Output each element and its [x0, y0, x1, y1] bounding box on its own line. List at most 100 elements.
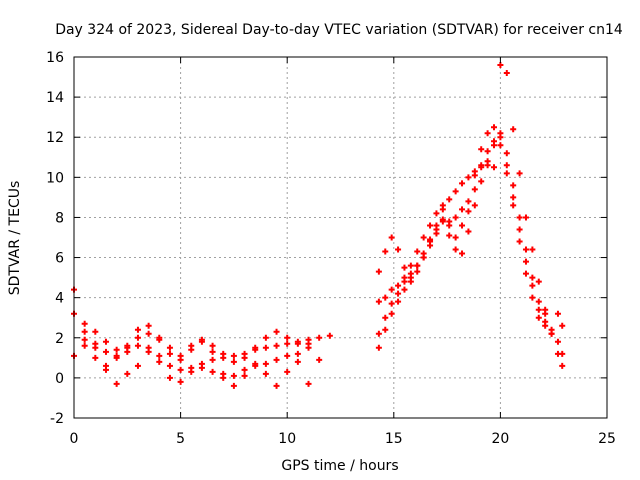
grid-lines [74, 57, 607, 418]
data-point [471, 186, 478, 193]
data-point [188, 368, 195, 375]
data-point [407, 262, 414, 269]
data-point [145, 330, 152, 337]
data-point [478, 146, 485, 153]
data-point [491, 164, 498, 171]
data-point [542, 310, 549, 317]
data-point [427, 222, 434, 229]
data-point [542, 318, 549, 325]
data-point [156, 358, 163, 365]
data-point [316, 334, 323, 341]
data-point [529, 246, 536, 253]
data-point [497, 130, 504, 137]
y-tick-label: 0 [55, 371, 64, 387]
data-point [446, 232, 453, 239]
data-point [134, 362, 141, 369]
data-point [198, 364, 205, 371]
data-point [465, 198, 472, 205]
data-point [375, 344, 382, 351]
data-point [459, 250, 466, 257]
data-point [395, 298, 402, 305]
data-point [484, 148, 491, 155]
x-tick-label: 20 [491, 431, 509, 447]
plot-frame [73, 56, 608, 419]
x-tick-label: 5 [176, 431, 185, 447]
series-pass-d [81, 322, 312, 389]
data-point [459, 180, 466, 187]
data-point [305, 380, 312, 387]
data-point [510, 194, 517, 201]
data-point [284, 368, 291, 375]
data-point [241, 354, 248, 361]
data-point [177, 352, 184, 359]
data-point [388, 310, 395, 317]
data-point [401, 286, 408, 293]
data-point [166, 344, 173, 351]
data-point [503, 150, 510, 157]
data-point [446, 196, 453, 203]
data-point [446, 222, 453, 229]
data-point [491, 142, 498, 149]
data-point [375, 330, 382, 337]
data-point [471, 172, 478, 179]
data-point [510, 182, 517, 189]
y-tick-label: 2 [55, 331, 64, 347]
data-point [401, 264, 408, 271]
series-pass-g [375, 138, 566, 333]
x-tick-label: 10 [278, 431, 296, 447]
data-point [452, 234, 459, 241]
data-point [459, 206, 466, 213]
data-point [134, 342, 141, 349]
data-point [177, 378, 184, 385]
data-point [177, 366, 184, 373]
data-point [145, 322, 152, 329]
data-point [465, 228, 472, 235]
data-point [491, 124, 498, 131]
data-point [535, 278, 542, 285]
data-point [113, 354, 120, 361]
data-point [230, 352, 237, 359]
y-tick-label: 16 [46, 50, 64, 66]
data-point [452, 246, 459, 253]
data-point [294, 340, 301, 347]
data-point [497, 142, 504, 149]
data-point [230, 372, 237, 379]
data-point [316, 356, 323, 363]
data-point [382, 248, 389, 255]
data-point [284, 340, 291, 347]
data-points [71, 62, 566, 389]
data-point [124, 370, 131, 377]
data-point [262, 370, 269, 377]
data-point [414, 268, 421, 275]
data-point [209, 342, 216, 349]
data-point [273, 382, 280, 389]
data-point [484, 130, 491, 137]
x-tick-label: 25 [598, 431, 616, 447]
data-point [395, 246, 402, 253]
data-point [262, 334, 269, 341]
data-point [273, 328, 280, 335]
data-point [559, 350, 566, 357]
data-point [484, 158, 491, 165]
data-point [102, 338, 109, 345]
data-point [516, 238, 523, 245]
x-tick-label: 0 [70, 431, 79, 447]
data-point [529, 274, 536, 281]
data-point [198, 336, 205, 343]
data-point [516, 170, 523, 177]
data-point [284, 352, 291, 359]
data-point [145, 348, 152, 355]
data-point [81, 342, 88, 349]
data-point [166, 362, 173, 369]
data-point [420, 234, 427, 241]
data-point [522, 258, 529, 265]
data-point [113, 346, 120, 353]
data-point [273, 342, 280, 349]
data-point [427, 242, 434, 249]
data-point [294, 358, 301, 365]
data-point [220, 370, 227, 377]
y-tick-label: 10 [46, 170, 64, 186]
y-tick-label: 12 [46, 130, 64, 146]
data-point [503, 170, 510, 177]
data-point [452, 188, 459, 195]
